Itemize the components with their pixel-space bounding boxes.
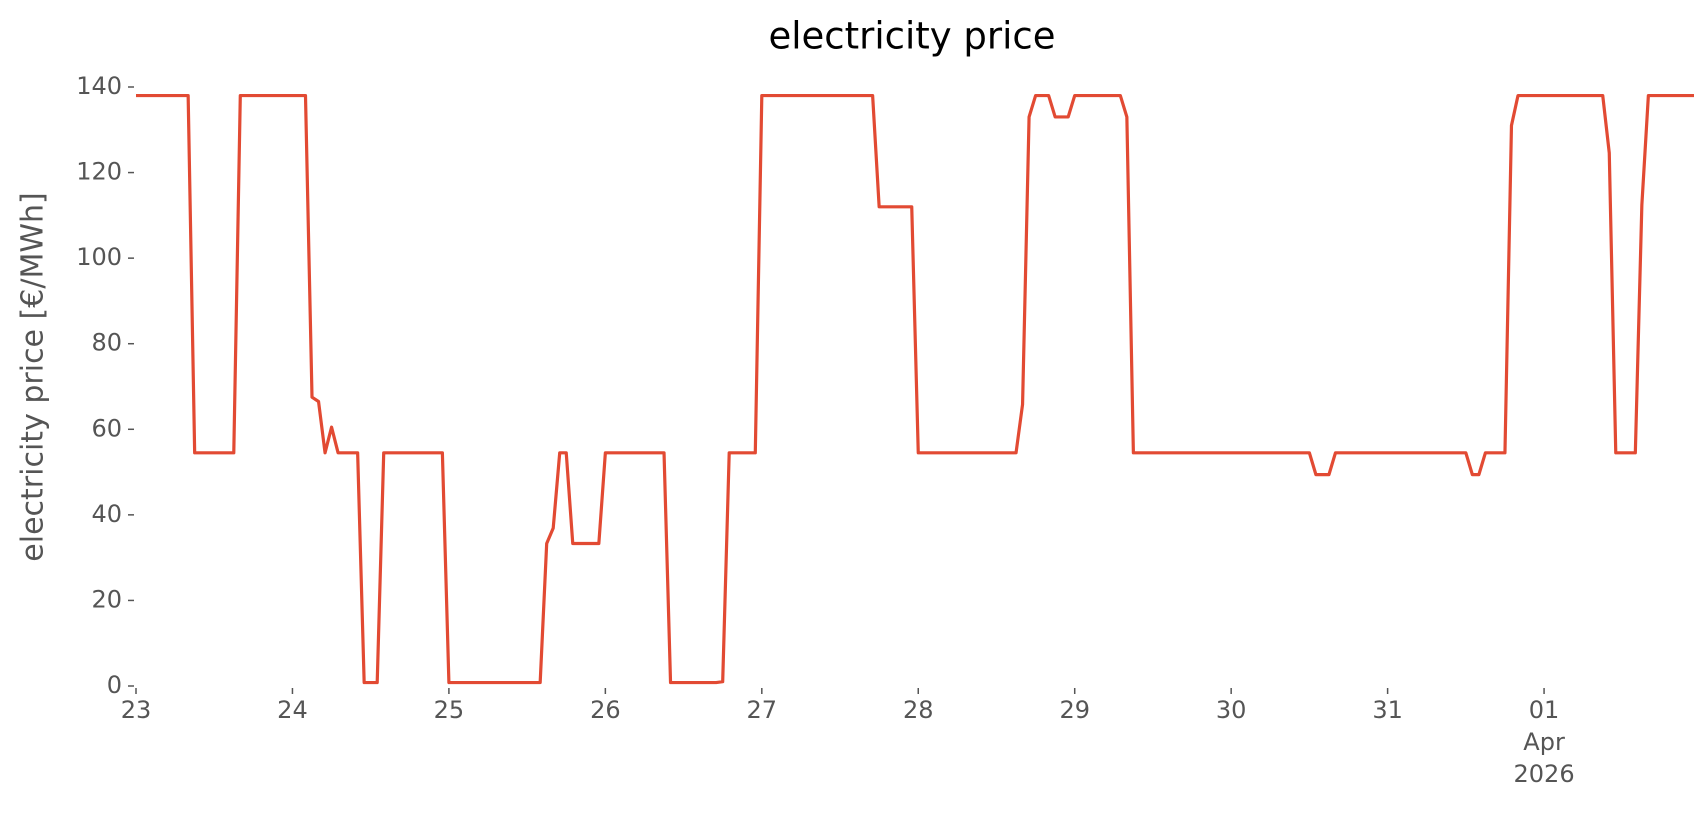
- x-tick-label: 26: [590, 696, 621, 724]
- x-tick-label: 27: [747, 696, 778, 724]
- x-tick-label: 23: [121, 696, 152, 724]
- y-tick-label: 40: [91, 500, 122, 528]
- y-tick-label: 100: [76, 243, 122, 271]
- chart-title: electricity price: [768, 15, 1055, 58]
- y-tick-label: 20: [91, 585, 122, 613]
- x-tick-label: 25: [434, 696, 465, 724]
- price-line: [136, 93, 1694, 685]
- y-tick-label: 140: [76, 72, 122, 100]
- x-tick-label: 29: [1059, 696, 1090, 724]
- y-tick-label: 120: [76, 158, 122, 186]
- x-tick-label: 30: [1216, 696, 1247, 724]
- x-tick-label: 01 Apr 2026: [1514, 696, 1575, 788]
- x-tick-label: 31: [1372, 696, 1403, 724]
- y-tick-label: 0: [107, 671, 122, 699]
- x-tick-label: 24: [277, 696, 308, 724]
- y-axis-label: electricity price [€/MWh]: [16, 192, 51, 561]
- y-tick-label: 80: [91, 329, 122, 357]
- x-tick-label: 28: [903, 696, 934, 724]
- y-tick-label: 60: [91, 414, 122, 442]
